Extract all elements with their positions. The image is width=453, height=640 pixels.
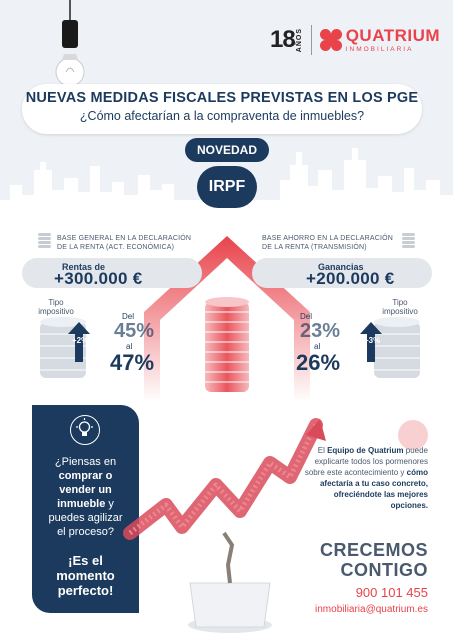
right-base-label-line2: DE LA RENTA (TRANSMISIÓN) [262,244,367,251]
cta-headline: ¡Es el momento perfecto! [38,553,133,598]
cta-question-line1: ¿Piensas en [54,456,117,468]
hanging-bulb-icon [55,0,85,87]
left-rate-from: 45% [114,320,155,342]
team-info-p2-bold: cómo afectaría a tu caso concreto, ofrec… [319,468,428,510]
left-amount-pill [22,258,202,288]
left-pill-amount: +300.000 € [54,269,143,288]
right-rate-from-label: Del [300,312,313,321]
left-tipo-label: Tipo impositivo [26,298,86,316]
cta-card: ¿Piensas en comprar o vender un inmueble… [32,405,139,613]
decorative-circle [398,420,428,450]
left-base-label: BASE GENERAL EN LA DECLARACIÓN DE LA REN… [57,234,197,252]
right-up-arrow-icon [360,322,382,362]
right-rate-to: 26% [296,350,341,375]
right-coin-stack-icon [374,317,420,378]
left-base-label-line2: DE LA RENTA (ACT. ECONÓMICA) [57,244,175,251]
left-rate-to: 47% [110,350,155,375]
cta-headline-line2: momento [56,568,115,583]
quatrium-mark-icon [319,29,342,51]
novedad-badge: NOVEDAD [185,138,269,162]
headline-box: NUEVAS MEDIDAS FISCALES PREVISTAS EN LOS… [22,84,422,134]
right-arrow-label: +3% [364,336,381,345]
cta-question-line3: vender un [59,484,112,496]
phone-link[interactable]: 900 101 455 [355,585,428,600]
page-title: NUEVAS MEDIDAS FISCALES PREVISTAS EN LOS… [25,90,419,106]
lightbulb-glyph-icon [76,418,93,436]
logo-divider [310,25,312,55]
team-info-p2: puede explicarte todos los pormenores so… [304,446,428,477]
coins-stack-icon [38,233,51,248]
team-info-p1-bold: Equipo de Quatrium [327,446,404,455]
left-up-arrow-icon [68,322,90,362]
right-tipo-line1: Tipo [392,298,408,307]
left-pill-caption: Rentas de [62,262,106,272]
right-pill-caption: Ganancias [318,262,364,272]
slogan-line1: CRECEMOS [319,540,428,560]
right-tipo-label: Tipo impositivo [370,298,430,316]
left-rate-from-label: Del [122,312,135,321]
slogan-line2: CONTIGO [340,560,428,580]
right-base-label-line1: BASE AHORRO EN LA DECLARACIÓN [262,235,394,242]
left-arrow-label: +2% [72,336,89,345]
logo-wordmark: QUATRIUM INMOBILIARIA [346,27,440,53]
cta-question-line4: inmueble [57,498,106,510]
page-subtitle: ¿Cómo afectarían a la compraventa de inm… [79,109,365,123]
cta-question-line5: puedes agilizar [48,512,123,524]
left-tipo-line2: impositivo [38,307,74,316]
city-skyline [0,148,453,230]
right-tipo-line2: impositivo [382,307,418,316]
brand-logo: 18 AÑOS QUATRIUM INMOBILIARIA [270,22,440,58]
coins-stack-icon [402,233,415,248]
right-rate-to-label: al [314,342,321,351]
cta-headline-line1: ¡Es el [68,553,103,568]
anniversary-number: 18 [270,26,296,53]
right-amount-pill [252,258,432,288]
cta-question: ¿Piensas en comprar o vender un inmueble… [38,455,133,539]
brand-name: QUATRIUM [345,26,441,45]
right-rate-from: 23% [300,320,341,342]
growth-plant-illustration [123,418,326,633]
left-rate-to-label: al [126,342,133,351]
irpf-bubble: IRPF [197,166,257,208]
cta-question-line6: el proceso? [57,526,114,538]
team-info-p1: El [317,446,328,455]
left-tipo-line1: Tipo [48,298,64,307]
right-base-label: BASE AHORRO EN LA DECLARACIÓN DE LA RENT… [262,234,402,252]
team-info-text: El Equipo de Quatrium puede explicarte t… [300,445,428,511]
email-link[interactable]: inmobiliaria@quatrium.es [315,604,428,615]
lightbulb-icon [70,415,100,445]
right-pill-amount: +200.000 € [306,269,395,288]
brand-subtitle: INMOBILIARIA [345,46,414,53]
cta-question-line4b: y [105,498,114,510]
cta-question-line2: comprar o [58,470,113,482]
anniversary-word: AÑOS [295,27,303,53]
left-base-label-line1: BASE GENERAL EN LA DECLARACIÓN [57,235,192,242]
slogan: CRECEMOS CONTIGO [290,540,428,580]
cta-headline-line3: perfecto! [57,583,114,598]
